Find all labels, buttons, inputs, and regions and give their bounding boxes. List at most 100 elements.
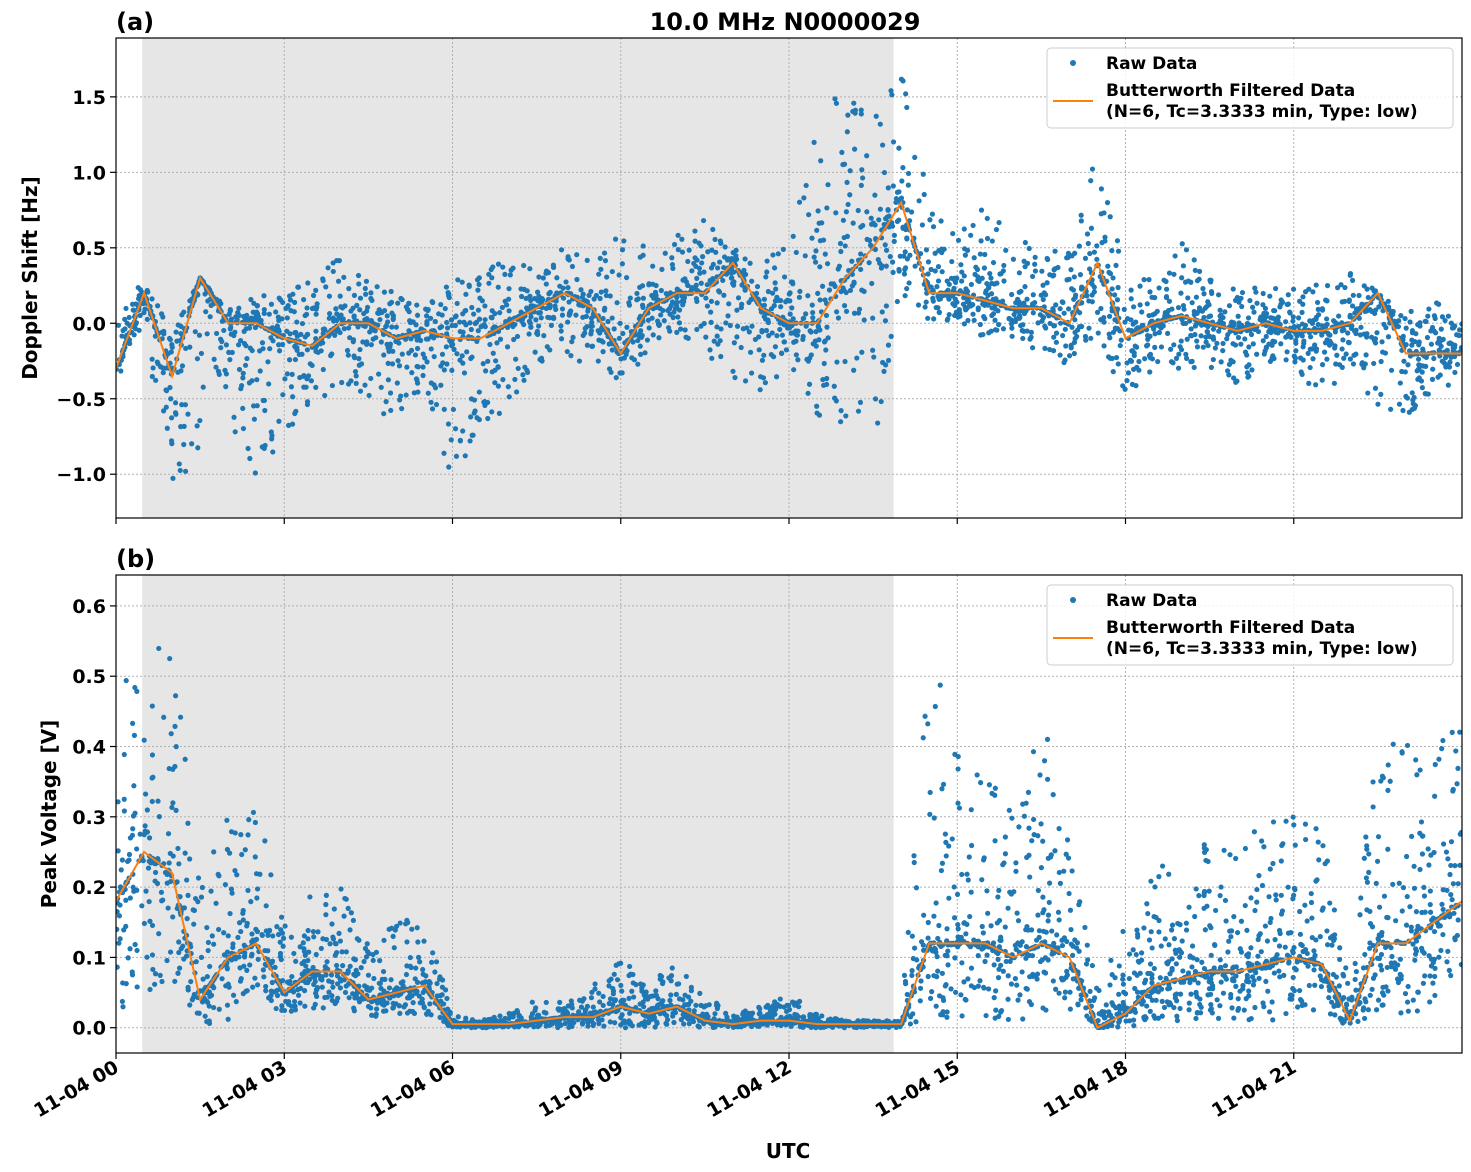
raw-data-point (624, 324, 630, 330)
raw-data-point (1019, 327, 1025, 334)
raw-data-point (163, 365, 169, 371)
raw-data-point (189, 997, 195, 1003)
raw-data-point (917, 250, 924, 257)
raw-data-point (207, 314, 213, 320)
raw-data-point (194, 1010, 200, 1016)
raw-data-point (882, 242, 888, 248)
raw-data-point (824, 261, 831, 267)
raw-data-point (1385, 298, 1391, 304)
raw-data-point (639, 988, 645, 994)
raw-data-point (299, 971, 305, 977)
raw-data-point (934, 284, 940, 290)
raw-data-point (1306, 380, 1312, 386)
raw-data-point (834, 309, 840, 315)
raw-data-point (350, 917, 356, 924)
raw-data-point (932, 250, 938, 256)
raw-data-point (487, 341, 493, 348)
raw-data-point (1254, 351, 1260, 357)
raw-data-point (987, 271, 993, 277)
raw-data-point (492, 311, 498, 317)
raw-data-point (558, 328, 564, 334)
raw-data-point (462, 453, 468, 459)
raw-data-point (340, 963, 346, 969)
raw-data-point (329, 993, 335, 999)
raw-data-point (260, 967, 266, 973)
raw-data-point (506, 286, 512, 292)
raw-data-point (535, 298, 541, 304)
y-tick-label: 0.0 (72, 1018, 106, 1040)
raw-data-point (959, 278, 965, 284)
raw-data-point (469, 1017, 476, 1023)
raw-data-point (1076, 243, 1083, 249)
raw-data-point (1324, 283, 1331, 289)
raw-data-point (669, 255, 675, 261)
raw-data-point (1392, 318, 1398, 324)
raw-data-point (543, 268, 550, 274)
raw-data-point (704, 282, 710, 288)
raw-data-point (679, 293, 685, 299)
raw-data-point (407, 318, 413, 324)
raw-data-point (310, 929, 316, 935)
raw-data-point (1210, 356, 1216, 363)
raw-data-point (1326, 342, 1333, 348)
raw-data-point (1053, 339, 1059, 345)
raw-data-point (714, 333, 720, 339)
raw-data-point (565, 319, 571, 325)
raw-data-point (731, 269, 737, 275)
raw-data-point (896, 266, 902, 273)
raw-data-point (678, 326, 684, 332)
raw-data-point (428, 399, 434, 405)
raw-data-point (476, 275, 482, 281)
raw-data-point (1228, 357, 1234, 363)
raw-data-point (244, 355, 250, 362)
raw-data-point (155, 303, 161, 309)
raw-data-point (207, 963, 213, 970)
raw-data-point (842, 358, 848, 365)
raw-data-point (378, 339, 384, 345)
raw-data-point (1400, 407, 1406, 414)
raw-data-point (1422, 391, 1428, 397)
raw-data-point (1109, 286, 1115, 292)
raw-data-point (362, 983, 368, 989)
raw-data-point (1426, 306, 1432, 312)
raw-data-point (674, 300, 680, 306)
raw-data-point (1251, 309, 1257, 315)
raw-data-point (273, 1005, 279, 1012)
raw-data-point (688, 984, 694, 990)
raw-data-point (352, 957, 359, 963)
raw-data-point (1088, 335, 1094, 341)
raw-data-point (1060, 299, 1066, 305)
x-tick-label: 11-04 18 (1040, 1056, 1132, 1122)
raw-data-point (295, 992, 302, 998)
raw-data-point (380, 997, 386, 1003)
raw-data-point (1374, 330, 1380, 336)
raw-data-point (568, 353, 574, 359)
raw-data-point (1182, 279, 1189, 285)
raw-data-point (495, 261, 502, 267)
raw-data-point (130, 720, 136, 727)
raw-data-point (273, 309, 279, 315)
raw-data-point (255, 956, 261, 962)
raw-data-point (595, 328, 601, 334)
raw-data-point (949, 293, 956, 299)
raw-data-point (450, 406, 457, 413)
raw-data-point (528, 324, 534, 330)
raw-data-point (1091, 249, 1097, 255)
raw-data-point (209, 933, 215, 939)
raw-data-point (1396, 401, 1403, 407)
raw-data-point (1113, 262, 1119, 268)
raw-data-point (1191, 257, 1197, 263)
raw-data-point (175, 845, 181, 852)
raw-data-point (855, 310, 862, 316)
raw-data-point (463, 322, 469, 328)
raw-data-point (1409, 342, 1415, 348)
raw-data-point (1332, 343, 1338, 349)
raw-data-point (218, 345, 224, 351)
raw-data-point (835, 315, 842, 321)
raw-data-point (376, 307, 382, 313)
raw-data-point (198, 894, 205, 900)
raw-data-point (408, 336, 414, 342)
raw-data-point (1331, 318, 1337, 324)
raw-data-point (1110, 275, 1116, 281)
